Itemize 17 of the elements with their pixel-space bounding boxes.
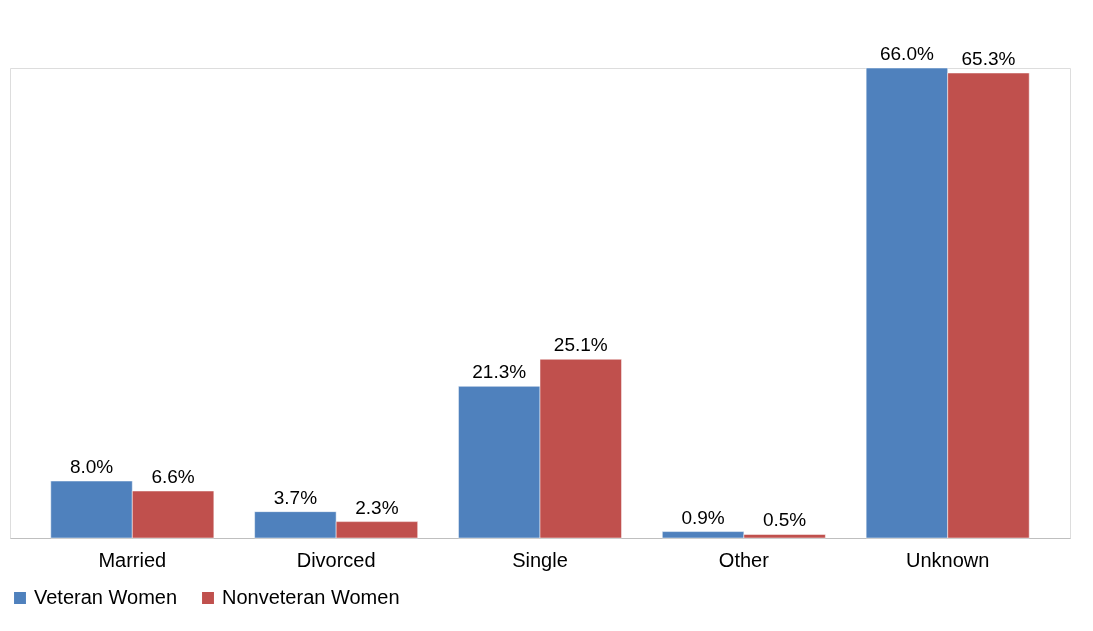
x-tick-label: Unknown xyxy=(906,548,990,571)
data-label: 0.5% xyxy=(762,509,807,531)
legend-label: Veteran Women xyxy=(34,586,178,608)
data-label: 21.3% xyxy=(472,361,527,383)
data-label: 2.3% xyxy=(355,496,399,518)
legend-label: Nonveteran Women xyxy=(222,586,400,608)
x-tick-label: Single xyxy=(512,548,568,571)
data-label: 6.6% xyxy=(151,466,195,487)
data-label: 0.9% xyxy=(681,506,725,528)
data-label: 25.1% xyxy=(553,334,608,356)
data-label: 3.7% xyxy=(273,486,318,508)
x-tick-label: Other xyxy=(718,548,770,571)
data-label: 65.3% xyxy=(961,47,1016,69)
data-label: 66.0% xyxy=(879,43,934,64)
x-tick-label: Divorced xyxy=(296,548,376,571)
data-label: 8.0% xyxy=(69,456,114,478)
x-tick-label: Married xyxy=(98,548,167,571)
